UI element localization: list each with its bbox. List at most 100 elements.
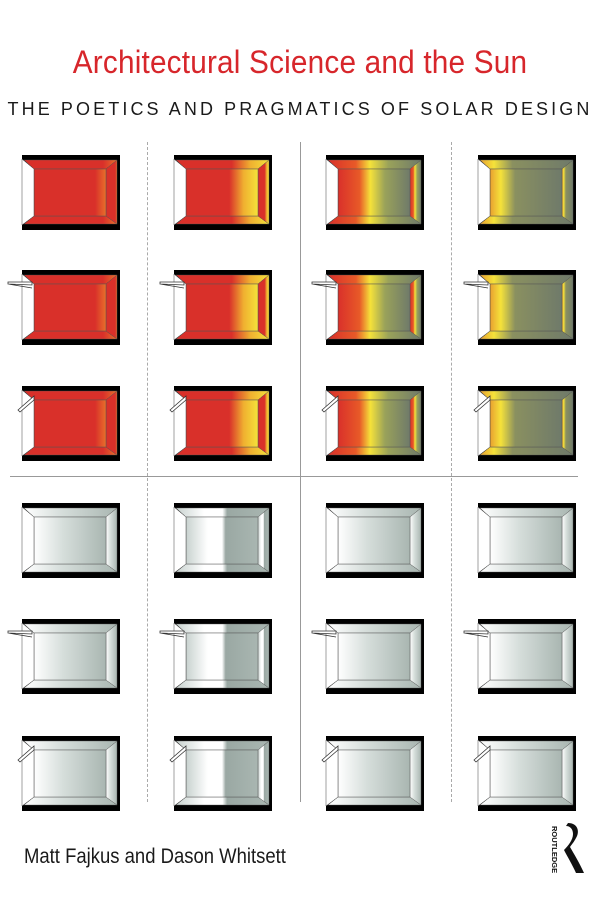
room-back-wall bbox=[185, 168, 259, 217]
room-ceiling bbox=[327, 274, 422, 285]
room-back-wall bbox=[489, 632, 563, 681]
shading-angled-overhang bbox=[17, 745, 35, 763]
window-opening bbox=[21, 273, 35, 341]
room-floor bbox=[23, 330, 118, 340]
room-back-wall bbox=[337, 283, 411, 332]
room-ceiling bbox=[479, 507, 574, 518]
room-floor bbox=[479, 215, 574, 225]
room-back-wall bbox=[489, 399, 563, 448]
shading-angled-overhang bbox=[473, 395, 491, 413]
window-opening bbox=[21, 506, 35, 574]
room-right-wall bbox=[561, 507, 574, 573]
room-ceiling bbox=[175, 740, 270, 751]
room-right-wall bbox=[561, 740, 574, 806]
room-model bbox=[17, 386, 120, 461]
room-ceiling bbox=[327, 390, 422, 401]
room-right-wall bbox=[409, 623, 422, 689]
room-right-wall bbox=[409, 274, 422, 340]
window-opening bbox=[325, 506, 339, 574]
room-ceiling bbox=[23, 507, 118, 518]
room-ceiling bbox=[175, 159, 270, 170]
shading-overhang bbox=[7, 281, 33, 289]
room-floor bbox=[23, 563, 118, 573]
room-floor bbox=[23, 215, 118, 225]
room-model bbox=[463, 619, 576, 694]
room-ceiling bbox=[327, 159, 422, 170]
room-model bbox=[473, 386, 576, 461]
room-model bbox=[325, 155, 424, 230]
room-ceiling bbox=[23, 390, 118, 401]
room-model bbox=[311, 270, 424, 345]
room-model bbox=[477, 155, 576, 230]
room-model bbox=[477, 503, 576, 578]
shading-angled-overhang bbox=[321, 395, 339, 413]
room-floor bbox=[175, 446, 270, 456]
room-ceiling bbox=[479, 623, 574, 634]
room-back-wall bbox=[489, 516, 563, 565]
room-floor bbox=[327, 796, 422, 806]
room-right-wall bbox=[105, 740, 118, 806]
room-model bbox=[21, 503, 120, 578]
room-ceiling bbox=[175, 274, 270, 285]
room-back-wall bbox=[489, 749, 563, 798]
room-floor bbox=[479, 446, 574, 456]
room-right-wall bbox=[257, 623, 270, 689]
room-right-wall bbox=[257, 740, 270, 806]
room-right-wall bbox=[105, 507, 118, 573]
room-ceiling bbox=[175, 623, 270, 634]
room-right-wall bbox=[409, 390, 422, 456]
room-right-wall bbox=[409, 740, 422, 806]
room-floor bbox=[175, 679, 270, 689]
shading-angled-overhang bbox=[17, 395, 35, 413]
room-floor bbox=[327, 330, 422, 340]
room-back-wall bbox=[489, 283, 563, 332]
svg-text:ROUTLEDGE: ROUTLEDGE bbox=[550, 826, 559, 873]
room-floor bbox=[175, 215, 270, 225]
room-back-wall bbox=[489, 168, 563, 217]
room-back-wall bbox=[185, 632, 259, 681]
room-ceiling bbox=[479, 390, 574, 401]
room-floor bbox=[175, 796, 270, 806]
room-model bbox=[159, 619, 272, 694]
room-model bbox=[169, 736, 272, 811]
room-floor bbox=[479, 679, 574, 689]
shading-angled-overhang bbox=[321, 745, 339, 763]
room-floor bbox=[23, 446, 118, 456]
room-back-wall bbox=[33, 168, 107, 217]
room-right-wall bbox=[257, 159, 270, 225]
shading-overhang bbox=[463, 630, 489, 638]
room-floor bbox=[479, 330, 574, 340]
book-authors: Matt Fajkus and Dason Whitsett bbox=[24, 845, 286, 868]
room-model bbox=[473, 736, 576, 811]
room-model bbox=[321, 386, 424, 461]
room-right-wall bbox=[561, 390, 574, 456]
row-divider bbox=[10, 476, 578, 477]
window-opening bbox=[173, 273, 187, 341]
room-model bbox=[7, 270, 120, 345]
window-opening bbox=[325, 158, 339, 226]
room-floor bbox=[327, 215, 422, 225]
column-divider bbox=[451, 142, 452, 802]
room-model bbox=[173, 503, 272, 578]
room-back-wall bbox=[33, 399, 107, 448]
window-opening bbox=[477, 622, 491, 690]
shading-overhang bbox=[7, 630, 33, 638]
book-subtitle: THE POETICS AND PRAGMATICS OF SOLAR DESI… bbox=[7, 99, 593, 119]
window-opening bbox=[325, 622, 339, 690]
room-right-wall bbox=[105, 623, 118, 689]
shading-overhang bbox=[159, 630, 185, 638]
window-opening bbox=[21, 158, 35, 226]
room-floor bbox=[479, 796, 574, 806]
room-model bbox=[463, 270, 576, 345]
room-back-wall bbox=[337, 516, 411, 565]
room-model bbox=[325, 503, 424, 578]
window-opening bbox=[477, 506, 491, 574]
room-model bbox=[169, 386, 272, 461]
room-back-wall bbox=[33, 749, 107, 798]
room-model bbox=[159, 270, 272, 345]
room-right-wall bbox=[561, 159, 574, 225]
room-back-wall bbox=[337, 749, 411, 798]
room-back-wall bbox=[185, 749, 259, 798]
room-model bbox=[21, 155, 120, 230]
room-back-wall bbox=[185, 516, 259, 565]
